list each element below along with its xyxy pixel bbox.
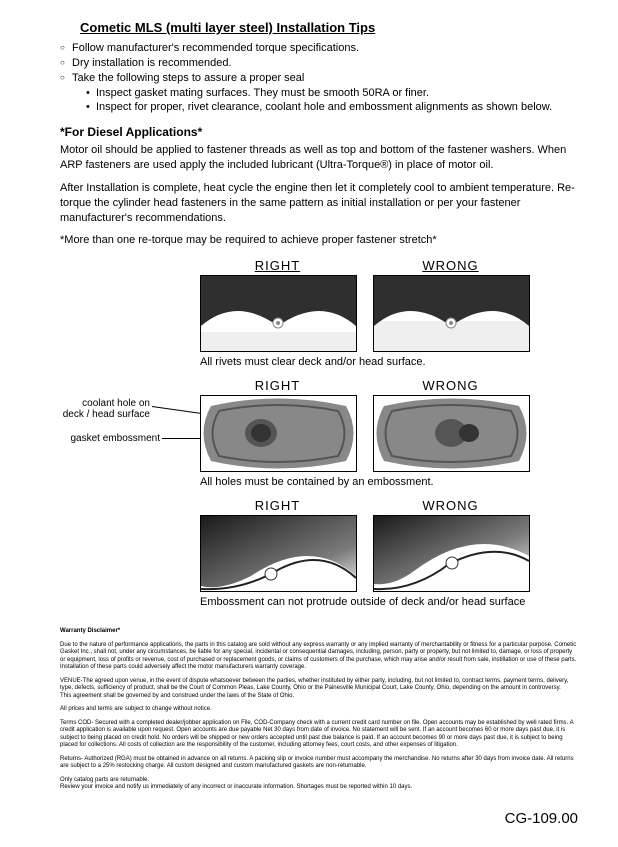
- figure-label-right: RIGHT: [200, 378, 355, 393]
- sub-bullet-item: Inspect for proper, rivet clearance, coo…: [86, 100, 578, 115]
- disclaimer-paragraph: Due to the nature of performance applica…: [60, 642, 578, 672]
- figure-right-column: RIGHT: [200, 378, 355, 472]
- figure-right-column: RIGHT: [200, 258, 355, 352]
- figure-row-holes: RIGHT WRONG: [200, 378, 578, 472]
- rivet-right-diagram: [200, 275, 357, 352]
- disclaimer-paragraph: Only catalog parts are returnable. Revie…: [60, 777, 578, 792]
- figure-label-wrong: WRONG: [373, 498, 528, 513]
- figure-wrong-column: WRONG: [373, 258, 528, 352]
- figure-label-wrong: WRONG: [373, 258, 528, 273]
- page-title: Cometic MLS (multi layer steel) Installa…: [80, 20, 578, 35]
- figure-label-right: RIGHT: [200, 498, 355, 513]
- emboss-wrong-diagram: [373, 515, 530, 592]
- disclaimer-paragraph: Terms COD- Secured with a completed deal…: [60, 720, 578, 750]
- holes-wrong-diagram: [373, 395, 530, 472]
- figure-wrong-column: WRONG: [373, 498, 528, 592]
- diesel-paragraph: After Installation is complete, heat cyc…: [60, 181, 578, 226]
- figure-label-wrong: WRONG: [373, 378, 528, 393]
- figure-right-column: RIGHT: [200, 498, 355, 592]
- figure-row-emboss: RIGHT: [200, 498, 578, 592]
- page-code: CG-109.00: [60, 810, 578, 827]
- sub-bullet-item: Inspect gasket mating surfaces. They mus…: [86, 86, 578, 101]
- rivet-wrong-diagram: [373, 275, 530, 352]
- diesel-paragraph: Motor oil should be applied to fastener …: [60, 143, 578, 173]
- holes-right-diagram: [200, 395, 357, 472]
- emboss-right-diagram: [200, 515, 357, 592]
- disclaimer-heading: Warranty Disclaimer*: [60, 628, 578, 636]
- figure-caption: All rivets must clear deck and/or head s…: [200, 356, 578, 368]
- disclaimer-paragraph: All prices and terms are subject to chan…: [60, 706, 578, 714]
- disclaimer-paragraph: VENUE-The agreed upon venue, in the even…: [60, 678, 578, 701]
- warranty-disclaimer: Warranty Disclaimer* Due to the nature o…: [60, 628, 578, 792]
- bullet-text: Take the following steps to assure a pro…: [72, 72, 304, 84]
- bullet-item: Take the following steps to assure a pro…: [60, 71, 578, 116]
- figure-caption: All holes must be contained by an emboss…: [200, 476, 578, 488]
- diesel-paragraph: *More than one re-torque may be required…: [60, 233, 578, 248]
- bullet-item: Follow manufacturer's recommended torque…: [60, 41, 578, 56]
- bullet-item: Dry installation is recommended.: [60, 56, 578, 71]
- top-bullet-list: Follow manufacturer's recommended torque…: [60, 41, 578, 115]
- sub-bullet-list: Inspect gasket mating surfaces. They mus…: [86, 86, 578, 116]
- disclaimer-paragraph: Returns- Authorized (RGA) must be obtain…: [60, 756, 578, 771]
- diesel-heading: *For Diesel Applications*: [60, 125, 578, 139]
- callout-emboss: gasket embossment: [60, 433, 160, 444]
- figure-row-rivets: RIGHT WRONG: [200, 258, 578, 352]
- figures-block: RIGHT WRONG: [100, 258, 578, 608]
- figure-caption: Embossment can not protrude outside of d…: [200, 596, 578, 608]
- callout-coolant: coolant hole on deck / head surface: [60, 398, 150, 420]
- document-page: Cometic MLS (multi layer steel) Installa…: [0, 0, 618, 847]
- figure-label-right: RIGHT: [200, 258, 355, 273]
- figure-wrong-column: WRONG: [373, 378, 528, 472]
